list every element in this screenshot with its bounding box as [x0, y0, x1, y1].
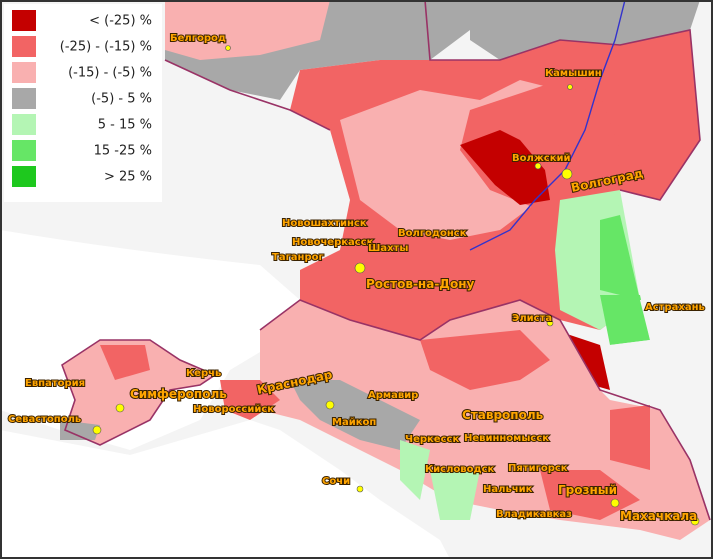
region: [290, 380, 420, 450]
region: [470, 0, 700, 60]
city-label: Ростов-на-Дону: [366, 277, 475, 291]
city-dot: [325, 400, 335, 410]
city-label: Таганрог: [272, 252, 324, 263]
city-dot: [354, 262, 366, 274]
legend-label: (-25) - (-15) %: [60, 40, 152, 55]
sea: [0, 420, 450, 559]
boundary: [164, 0, 701, 201]
legend-swatch: [12, 140, 36, 161]
city-dot: [546, 319, 554, 327]
legend-swatch: [12, 36, 36, 57]
city-label: Пятигорск: [508, 463, 568, 474]
city-dot: [356, 485, 364, 493]
city-label: Евпатория: [25, 378, 85, 389]
city-label: Черкесск: [405, 434, 459, 445]
city-label: Астрахань: [645, 302, 705, 313]
legend-swatch: [12, 88, 36, 109]
legend-label: 15 -25 %: [94, 144, 152, 159]
city-label: Ставрополь: [462, 408, 544, 422]
region: [400, 440, 430, 500]
city-dot: [610, 498, 620, 508]
legend-swatch: [12, 62, 36, 83]
region: [165, 0, 330, 60]
legend-label: > 25 %: [104, 170, 152, 185]
city-dot: [534, 162, 542, 170]
city-label: Грозный: [558, 483, 617, 497]
boundary: [61, 339, 217, 446]
city-label: Майкоп: [332, 417, 376, 428]
region: [540, 470, 640, 520]
city-dot: [567, 84, 573, 90]
region: [600, 295, 650, 345]
city-label: Махачкала: [620, 509, 697, 523]
legend-label: (-5) - 5 %: [91, 92, 152, 107]
city-label: Новочеркасск: [292, 237, 374, 248]
region: [610, 290, 713, 420]
legend-swatch: [12, 114, 36, 135]
city-label: Волгодонск: [398, 228, 467, 239]
legend-label: < (-25) %: [89, 14, 152, 29]
city-label: Кисловодск: [425, 464, 495, 475]
region: [610, 405, 650, 470]
legend-label: (-15) - (-5) %: [68, 66, 152, 81]
city-label: Шахты: [368, 243, 408, 254]
city-dot: [92, 425, 102, 435]
city-dot: [115, 403, 125, 413]
city-label: Белгород: [170, 33, 226, 44]
region: [220, 380, 280, 420]
region: [430, 470, 480, 520]
city-label: Новошахтинск: [282, 218, 367, 229]
city-label: Севастополь: [8, 414, 81, 425]
region: [60, 420, 100, 440]
legend-label: 5 - 15 %: [98, 118, 152, 133]
city-label: Волжский: [512, 153, 571, 164]
boundary: [259, 299, 711, 521]
city-label: Элиста: [512, 313, 552, 324]
city-dots: [92, 45, 700, 526]
legend-swatch: [12, 166, 36, 187]
city-label: Камышин: [545, 68, 602, 79]
river: [469, 0, 626, 251]
city-label: Нальчик: [483, 484, 533, 495]
city-dot: [225, 45, 231, 51]
city-label: Армавир: [368, 390, 418, 401]
city-label: Сочи: [322, 476, 350, 487]
city-label: Керчь: [186, 368, 221, 379]
region: [460, 130, 550, 205]
region: [62, 340, 215, 445]
region: [420, 330, 550, 390]
region: [100, 345, 150, 380]
city-label: Владикавказ: [496, 509, 572, 520]
city-dot: [690, 516, 700, 526]
legend-swatch: [12, 10, 36, 31]
city-dot: [561, 168, 573, 180]
city-label: Невинномысск: [464, 433, 549, 444]
region: [600, 215, 640, 300]
city-label: Новороссийск: [193, 404, 274, 415]
legend: < (-25) % (-25) - (-15) % (-15) - (-5) % (-…: [4, 4, 162, 202]
city-label: Симферополь: [130, 387, 227, 401]
